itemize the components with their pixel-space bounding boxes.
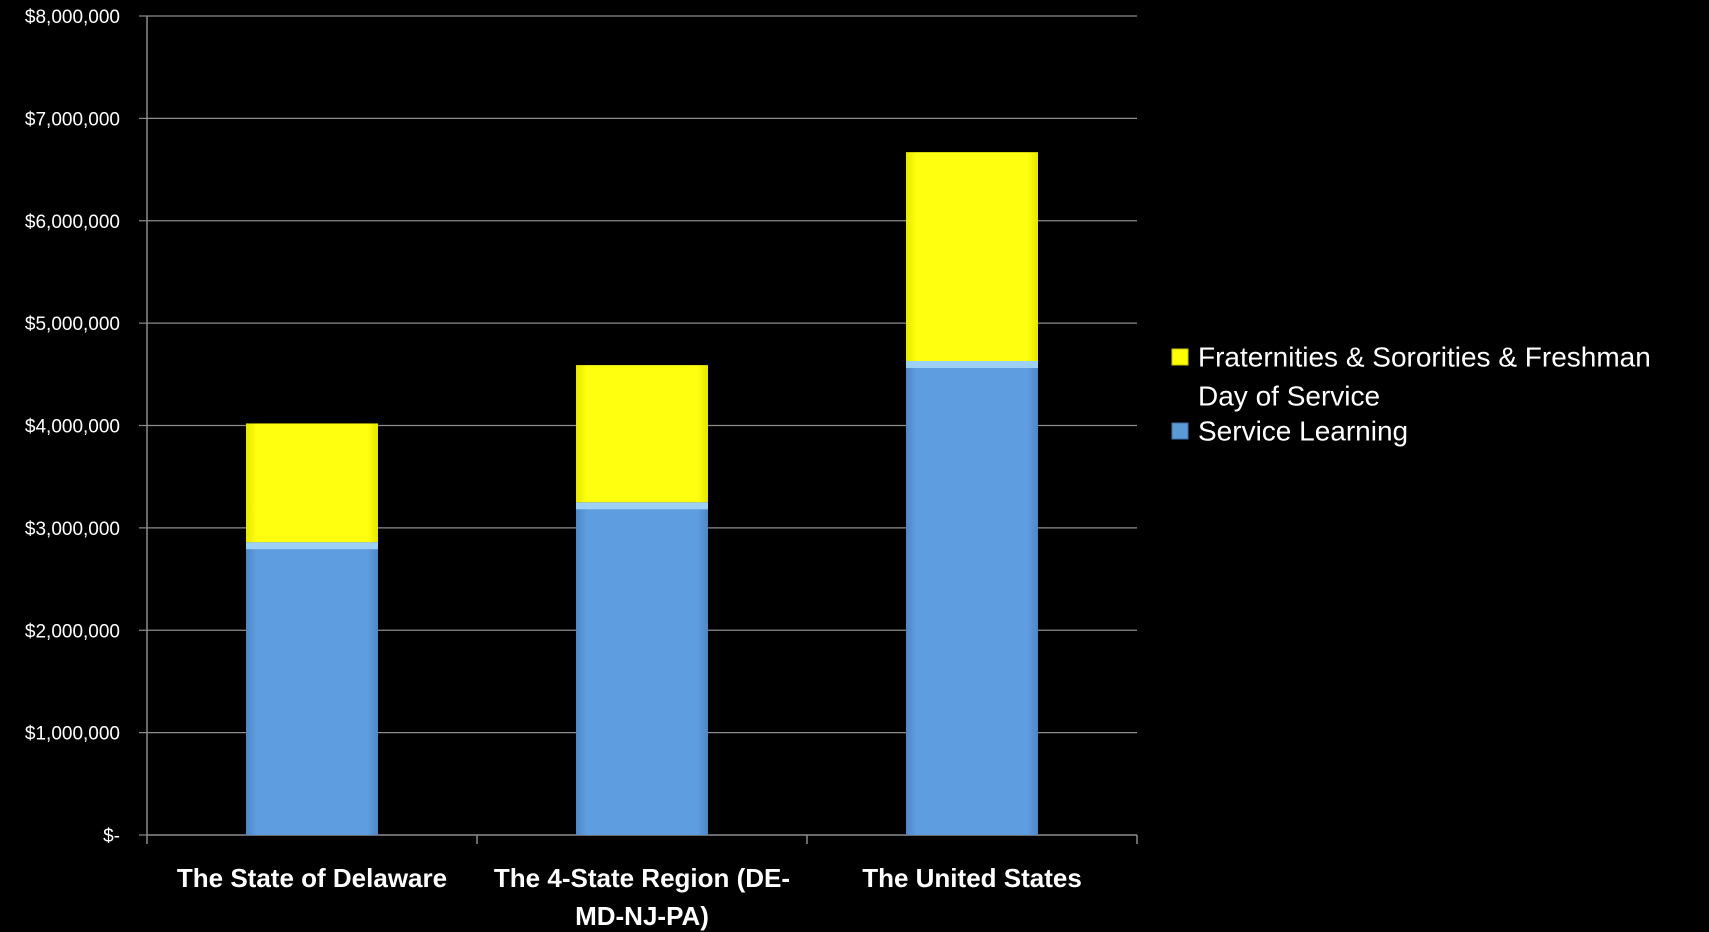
y-tick-label: $- [103, 826, 120, 847]
y-tick-label: $1,000,000 [25, 724, 120, 745]
x-category-label: The United States [862, 863, 1082, 893]
legend-swatch [1171, 348, 1189, 366]
y-tick-label: $8,000,000 [25, 7, 120, 28]
bar-fraternities-sororities-0 [246, 423, 378, 543]
bar-service-learning-0 [246, 542, 378, 835]
bar-service-learning-2 [906, 361, 1038, 835]
y-tick-label: $3,000,000 [25, 519, 120, 540]
x-category-label: The State of Delaware [177, 863, 447, 893]
bar-bevel-highlight [906, 361, 1038, 369]
legend-swatch [1171, 422, 1189, 440]
x-category-label: MD-NJ-PA) [575, 901, 709, 931]
legend: Fraternities & Sororities & Freshman Day … [1171, 341, 1651, 446]
y-tick-label: $5,000,000 [25, 314, 120, 335]
bar-bevel-highlight [246, 542, 378, 550]
legend-label: Fraternities & Sororities & Freshman [1198, 341, 1651, 372]
legend-label: Day of Service [1198, 380, 1380, 411]
y-tick-label: $4,000,000 [25, 417, 120, 438]
bar-fraternities-sororities-2 [906, 152, 1038, 362]
x-axis-category-labels: The State of Delaware The 4-State Region … [177, 863, 1082, 931]
y-tick-label: $6,000,000 [25, 212, 120, 233]
bar-bevel-highlight [576, 502, 708, 510]
bars [246, 152, 1038, 835]
x-category-label: The 4-State Region (DE- [494, 863, 790, 893]
bar-service-learning-1 [576, 502, 708, 835]
y-tick-label: $2,000,000 [25, 621, 120, 642]
y-axis-tick-labels: $- $1,000,000 $2,000,000 $3,000,000 $4,000,0… [25, 7, 120, 847]
legend-label: Service Learning [1198, 415, 1408, 446]
y-tick-label: $7,000,000 [25, 109, 120, 130]
bar-fraternities-sororities-1 [576, 365, 708, 503]
